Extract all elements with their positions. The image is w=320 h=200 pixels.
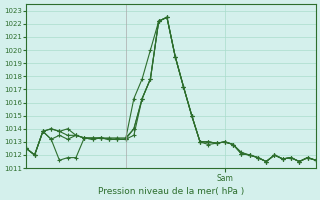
X-axis label: Pression niveau de la mer( hPa ): Pression niveau de la mer( hPa ): [98, 187, 244, 196]
